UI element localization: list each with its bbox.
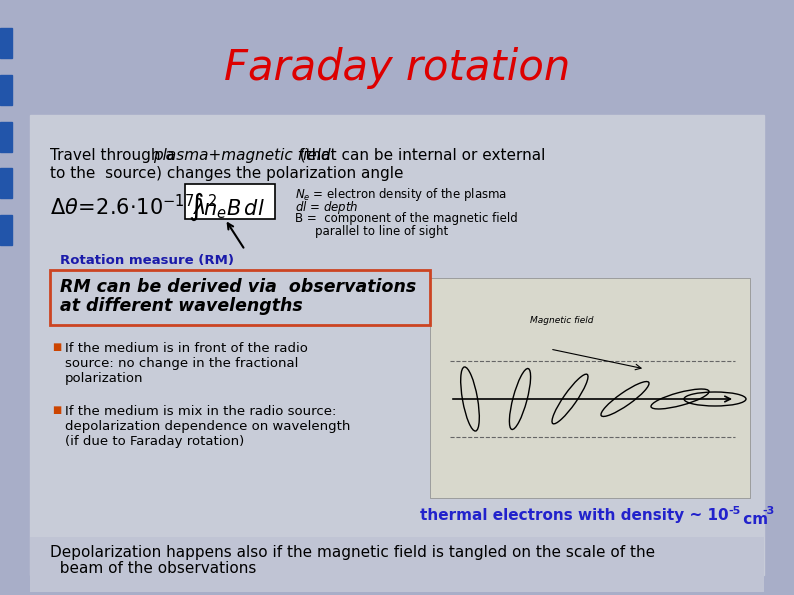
Text: thermal electrons with density ~ 10: thermal electrons with density ~ 10 (420, 508, 729, 523)
Text: $\Delta\theta\!=\!2.6{\cdot}10^{-17}\lambda^2$: $\Delta\theta\!=\!2.6{\cdot}10^{-17}\lam… (50, 195, 218, 220)
Text: Faraday rotation: Faraday rotation (224, 47, 570, 89)
Text: cm: cm (738, 512, 768, 527)
Bar (0, 215, 12, 245)
Text: (if due to Faraday rotation): (if due to Faraday rotation) (65, 435, 245, 448)
Bar (30, 115, 764, 575)
Text: source: no change in the fractional: source: no change in the fractional (65, 357, 299, 370)
Text: plasma+magnetic field: plasma+magnetic field (153, 148, 330, 163)
Bar (0, 122, 12, 152)
Text: depolarization dependence on wavelength: depolarization dependence on wavelength (65, 420, 350, 433)
Text: $N_e$ = electron density of the plasma: $N_e$ = electron density of the plasma (295, 186, 507, 203)
Text: (that can be internal or external: (that can be internal or external (290, 148, 545, 163)
Bar (0, 75, 12, 105)
Bar (0, 28, 12, 58)
Text: Depolarization happens also if the magnetic field is tangled on the scale of the: Depolarization happens also if the magne… (50, 545, 655, 560)
Text: -3: -3 (762, 506, 774, 516)
Text: parallel to line of sight: parallel to line of sight (315, 225, 449, 238)
Text: RM can be derived via  observations: RM can be derived via observations (60, 278, 416, 296)
Text: polarization: polarization (65, 372, 144, 385)
Text: B =  component of the magnetic field: B = component of the magnetic field (295, 212, 518, 225)
Text: -5: -5 (728, 506, 740, 516)
Bar (185, 184, 275, 219)
Text: $dl$ = depth: $dl$ = depth (295, 199, 358, 216)
Bar (0, 168, 12, 198)
Bar (50, 270, 430, 325)
Text: at different wavelengths: at different wavelengths (60, 297, 303, 315)
Bar (430, 278, 750, 498)
Text: beam of the observations: beam of the observations (50, 561, 256, 576)
Text: Travel through a: Travel through a (50, 148, 179, 163)
Text: Magnetic field: Magnetic field (530, 316, 593, 325)
Text: ■: ■ (52, 405, 61, 415)
Text: Rotation measure (RM): Rotation measure (RM) (60, 254, 234, 267)
Text: If the medium is mix in the radio source:: If the medium is mix in the radio source… (65, 405, 337, 418)
Bar (30, 537, 764, 592)
Text: $\int n_e B\,dl$: $\int n_e B\,dl$ (188, 191, 265, 223)
Text: If the medium is in front of the radio: If the medium is in front of the radio (65, 342, 308, 355)
Text: ■: ■ (52, 342, 61, 352)
Text: to the  source) changes the polarization angle: to the source) changes the polarization … (50, 166, 403, 181)
